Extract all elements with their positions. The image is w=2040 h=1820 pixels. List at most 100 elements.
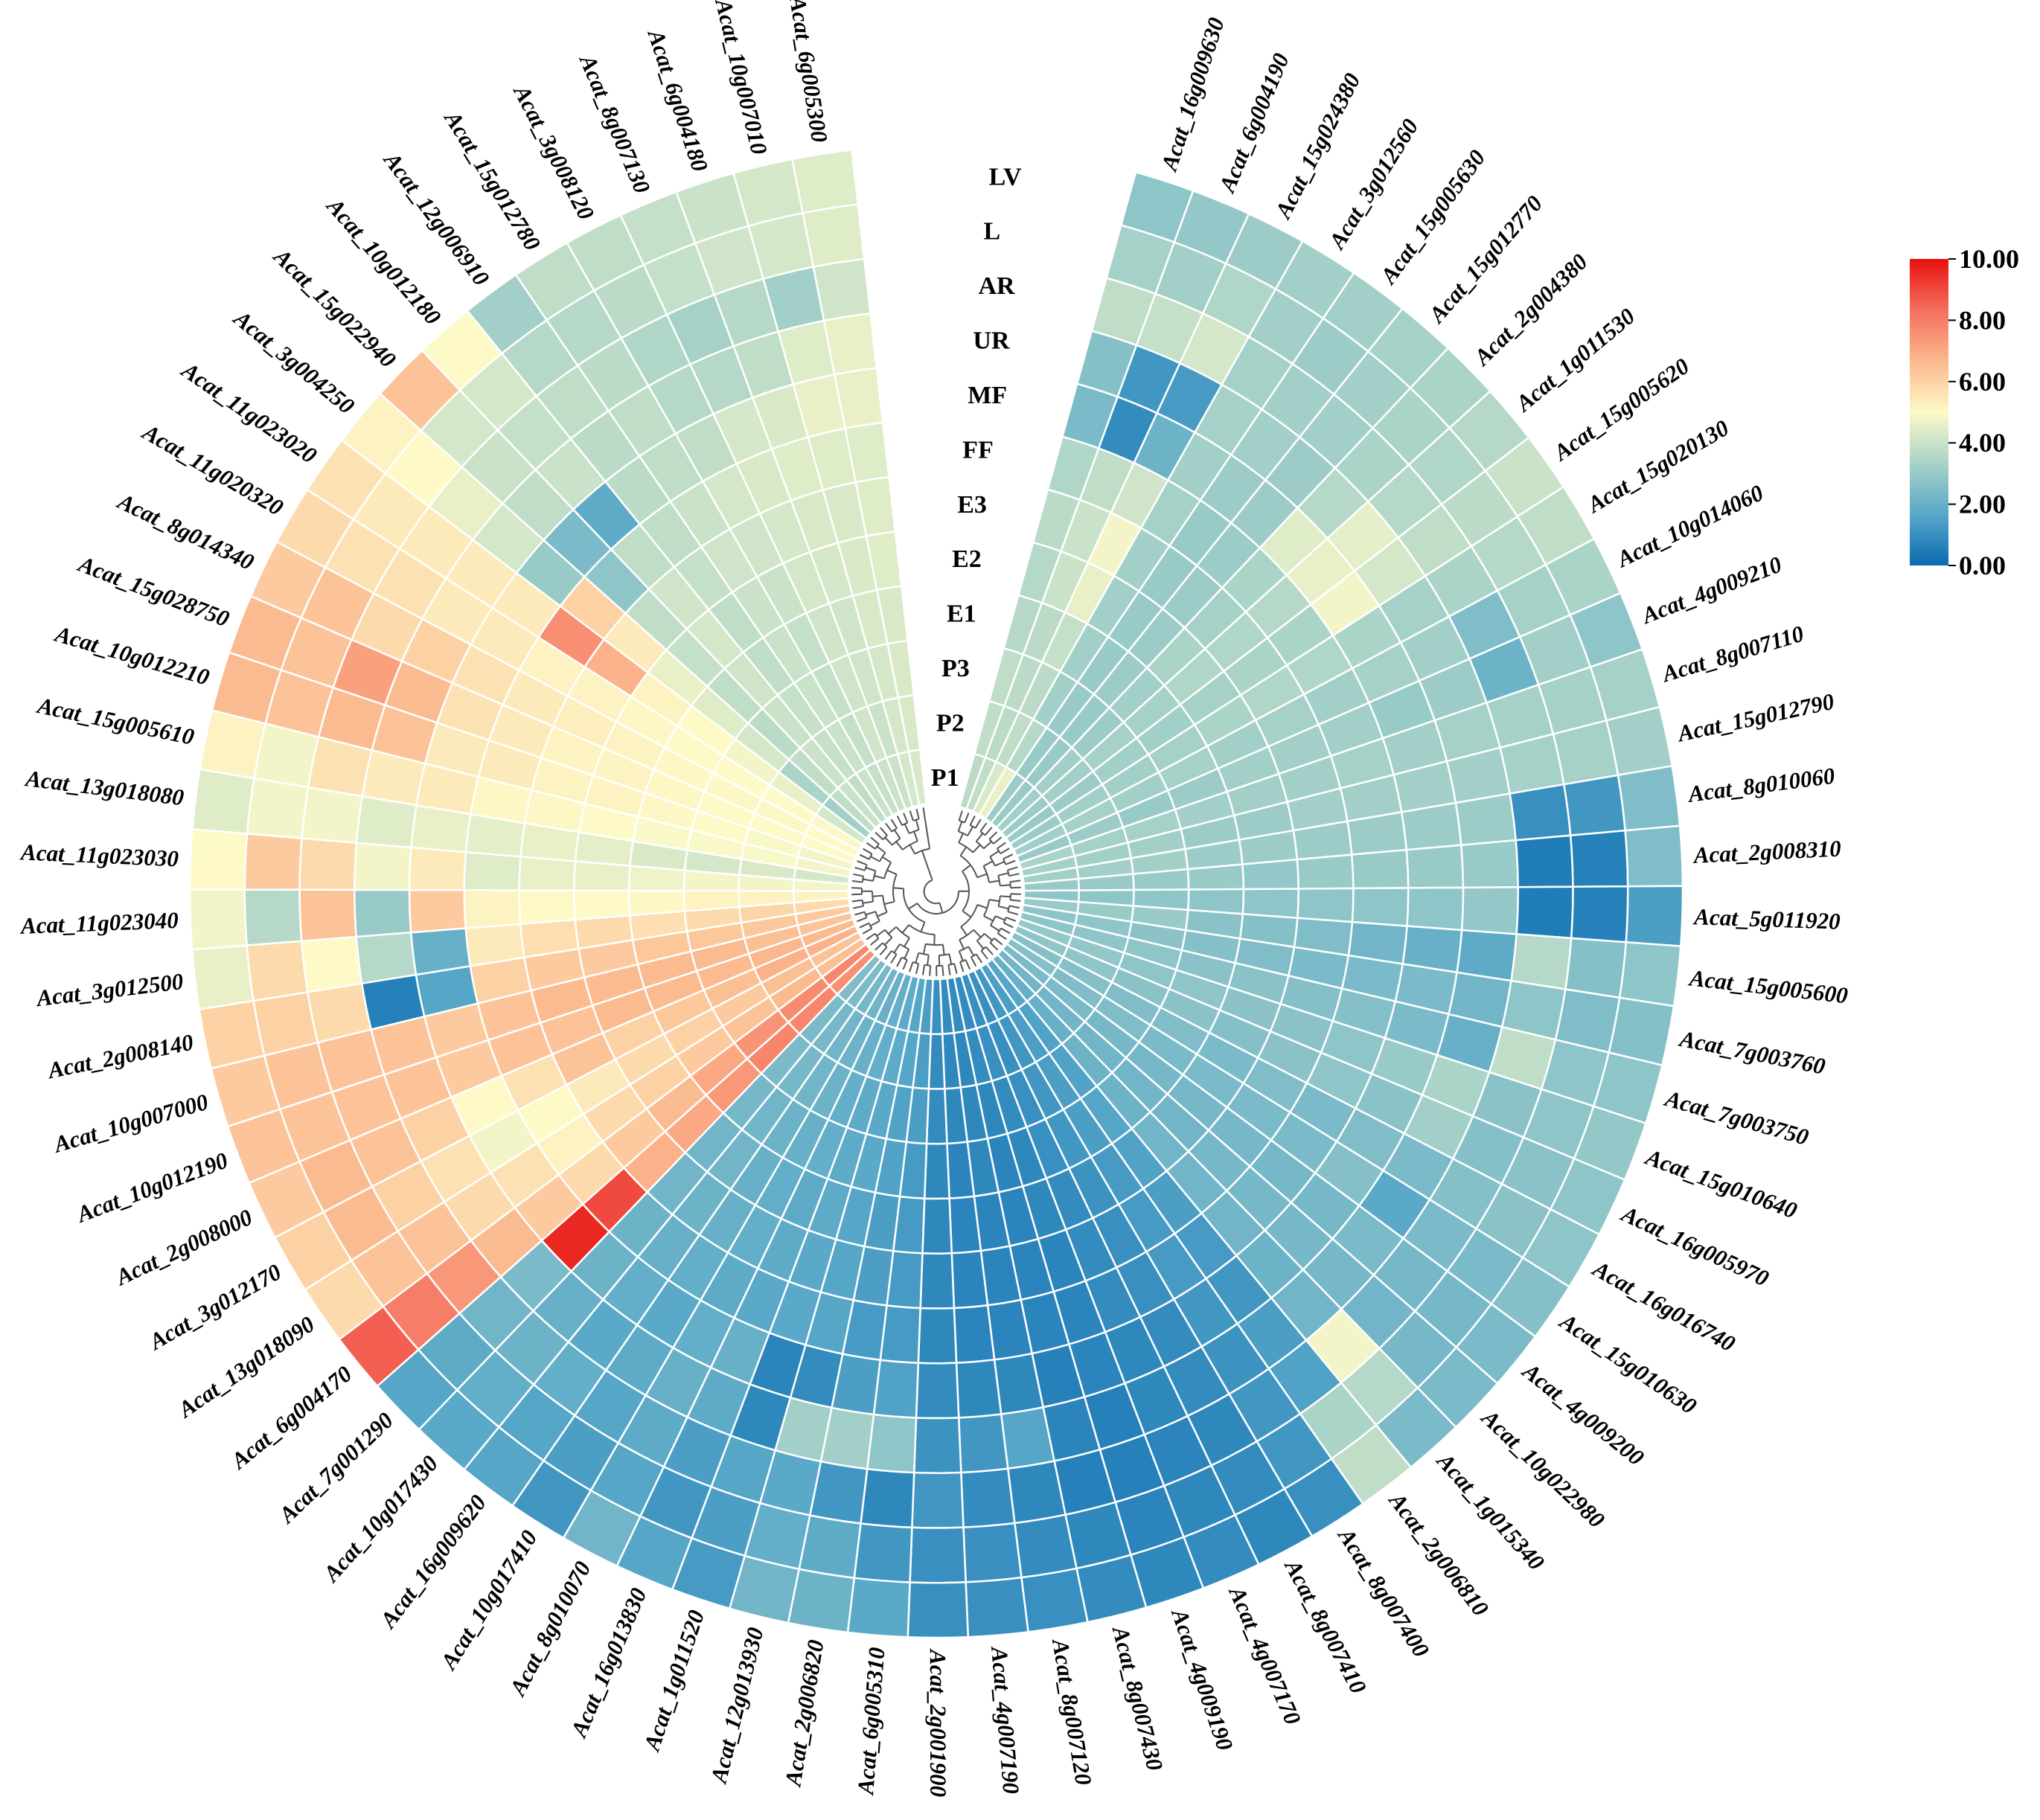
gene-label: Acat_4g009210	[1637, 551, 1785, 629]
ring-label: P1	[931, 764, 959, 792]
ring-label: E3	[957, 491, 987, 519]
colorbar-tick-label: 2.00	[1959, 490, 2006, 519]
gene-label: Acat_11g023030	[19, 839, 179, 871]
dendrogram-branch	[922, 807, 931, 849]
heatmap-cell	[957, 1413, 1009, 1474]
heatmap-cell	[1625, 885, 1684, 948]
dendrogram-branch	[998, 906, 1009, 910]
dendrogram-branch	[989, 942, 999, 951]
dendrogram-branch	[901, 821, 908, 827]
gene-label: Acat_1g011520	[638, 1606, 709, 1755]
dendrogram-branch	[863, 911, 868, 918]
dendrogram-branch	[947, 964, 951, 975]
dendrogram-branch	[960, 904, 979, 928]
dendrogram-branch	[994, 938, 1003, 946]
dendrogram-branch	[959, 939, 965, 950]
gene-label: Acat_15g012790	[1674, 688, 1836, 747]
gene-label: Acat_3g012500	[33, 968, 185, 1011]
gene-label: Acat_10g007000	[50, 1089, 211, 1158]
dendrogram-branch	[921, 850, 933, 881]
dendrogram-branch	[915, 963, 920, 974]
dendrogram-branch	[985, 946, 994, 955]
heatmap-cell	[300, 935, 363, 993]
dendrogram-branch	[925, 943, 944, 946]
dendrogram-branch	[886, 869, 898, 876]
heatmap-cell	[298, 888, 357, 943]
ring-label: P2	[936, 709, 965, 737]
dendrogram-branch	[1007, 911, 1018, 915]
heatmap-cell	[919, 1252, 956, 1310]
dendrogram-branch	[970, 956, 977, 967]
heatmap-cell	[866, 1413, 918, 1474]
dendrogram-branch	[958, 810, 963, 821]
dendrogram-branch	[903, 813, 909, 824]
dendrogram-branch	[882, 895, 888, 913]
gene-label: Acat_4g009190	[1166, 1604, 1238, 1754]
dendrogram-branch	[915, 819, 920, 830]
dendrogram-branch	[962, 910, 972, 918]
dendrogram-branch	[851, 899, 863, 903]
gene-label: Acat_15g028750	[74, 550, 233, 632]
dendrogram-branch	[997, 842, 1006, 850]
gene-label: Acat_2g008310	[1692, 835, 1842, 868]
dendrogram-branch	[989, 856, 996, 867]
gene-label: Acat_15g010640	[1641, 1143, 1800, 1223]
dendrogram-branch	[877, 911, 888, 917]
dendrogram-branch	[971, 953, 977, 958]
gene-label: Acat_4g007190	[986, 1644, 1024, 1795]
heatmap-cell	[921, 1197, 953, 1255]
dendrogram-branch	[923, 879, 940, 905]
dendrogram-branch	[868, 853, 873, 860]
heatmap-cell	[860, 1467, 915, 1529]
heatmap-cell	[1351, 887, 1410, 927]
dendrogram-branch	[983, 841, 992, 850]
heatmap-cell	[409, 927, 472, 976]
heatmap-cell	[912, 1417, 962, 1474]
dendrogram-branch	[988, 839, 994, 845]
dendrogram-branch	[979, 830, 986, 836]
heatmap-cell	[1405, 844, 1465, 889]
ring-label: L	[984, 218, 1001, 246]
dendrogram-branch	[864, 864, 868, 871]
dendrogram-branch	[851, 893, 863, 896]
heatmap-cell	[911, 1471, 965, 1529]
heatmap-cell	[802, 203, 866, 269]
heatmap-cell	[243, 833, 303, 891]
dendrogram-branch	[983, 915, 994, 922]
gene-label: Acat_10g012190	[72, 1147, 231, 1228]
dendrogram-branch	[998, 872, 1009, 877]
heatmap-cell	[822, 312, 878, 376]
heatmap-cell	[925, 1087, 948, 1145]
dendrogram-branch	[988, 899, 1000, 903]
dendrogram-branch	[870, 938, 880, 946]
dendrogram-branch	[984, 932, 993, 941]
heatmap-cell	[463, 889, 522, 929]
dendrogram-branch	[1010, 899, 1021, 902]
dendrogram-branch	[989, 938, 995, 943]
heatmap-cell	[1618, 941, 1682, 1007]
ring-label: E2	[952, 545, 982, 573]
dendrogram-branch	[990, 924, 1000, 932]
ring-label: P3	[941, 655, 970, 682]
dendrogram-branch	[901, 924, 910, 934]
ring-label: LV	[989, 163, 1023, 190]
dendrogram-branch	[876, 845, 886, 853]
dendrogram-branch	[973, 929, 982, 938]
dendrogram-branch	[997, 932, 1007, 941]
heatmap-cell	[953, 1304, 996, 1364]
dendrogram-branch	[857, 860, 867, 866]
heatmap-cell	[188, 827, 249, 891]
dendrogram-branch	[880, 827, 888, 836]
dendrogram-branch	[988, 831, 998, 840]
heatmap-cell	[955, 1359, 1003, 1419]
dendrogram-branch	[890, 818, 898, 829]
dendrogram-branch	[895, 841, 904, 850]
heatmap-cell	[463, 850, 522, 891]
heatmap-cell	[246, 940, 309, 1002]
heatmap-cell	[917, 1307, 958, 1365]
dendrogram-branch	[865, 911, 876, 916]
dendrogram-branch	[865, 867, 876, 872]
dendrogram-branch	[976, 933, 985, 942]
dendrogram-branch	[872, 871, 877, 882]
